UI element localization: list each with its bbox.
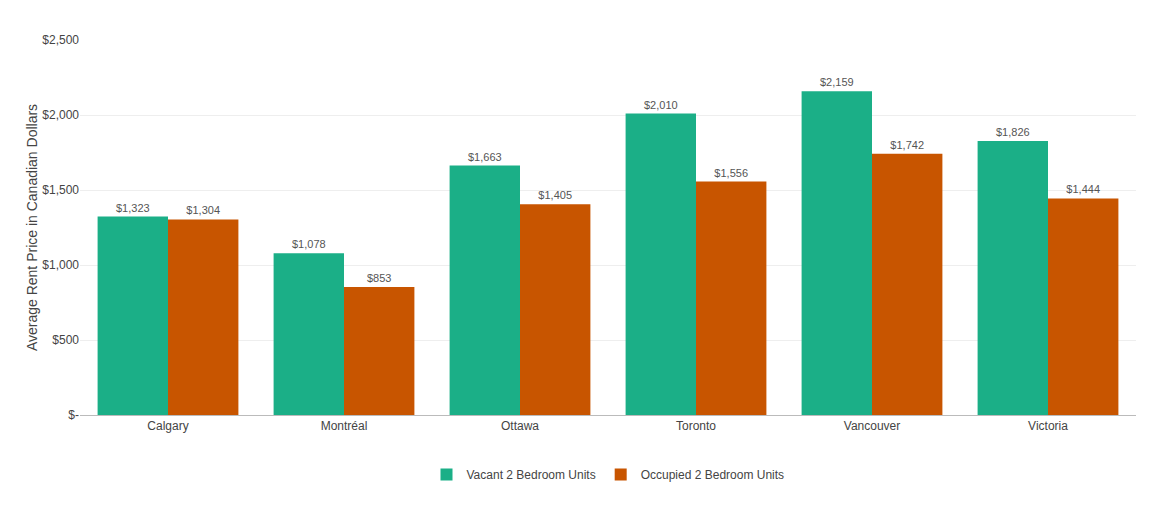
svg-text:$1,742: $1,742	[890, 139, 924, 151]
svg-text:$1,405: $1,405	[538, 189, 572, 201]
svg-text:$1,556: $1,556	[714, 167, 748, 179]
svg-text:$2,010: $2,010	[644, 99, 678, 111]
svg-text:Victoria: Victoria	[1028, 419, 1068, 433]
svg-text:$500: $500	[52, 333, 79, 347]
svg-text:$1,078: $1,078	[292, 238, 326, 250]
svg-text:Average Rent Price in Canadian: Average Rent Price in Canadian Dollars	[24, 104, 40, 351]
svg-text:Montréal: Montréal	[321, 419, 368, 433]
svg-text:$1,323: $1,323	[116, 202, 150, 214]
svg-text:Ottawa: Ottawa	[501, 419, 539, 433]
svg-text:Vacant 2 Bedroom Units: Vacant 2 Bedroom Units	[467, 468, 596, 482]
svg-text:$-: $-	[68, 408, 79, 422]
svg-text:$853: $853	[367, 272, 391, 284]
svg-text:$2,500: $2,500	[42, 33, 79, 47]
svg-text:$1,304: $1,304	[186, 204, 220, 216]
svg-text:$1,826: $1,826	[996, 126, 1030, 138]
svg-text:$1,663: $1,663	[468, 151, 502, 163]
svg-text:Toronto: Toronto	[676, 419, 716, 433]
svg-text:$2,159: $2,159	[820, 76, 854, 88]
svg-text:$2,000: $2,000	[42, 108, 79, 122]
svg-text:$1,000: $1,000	[42, 258, 79, 272]
svg-text:Vancouver: Vancouver	[844, 419, 900, 433]
svg-text:$1,444: $1,444	[1066, 183, 1100, 195]
svg-text:Occupied 2 Bedroom Units: Occupied 2 Bedroom Units	[641, 468, 784, 482]
svg-text:$1,500: $1,500	[42, 183, 79, 197]
svg-text:Calgary: Calgary	[147, 419, 188, 433]
